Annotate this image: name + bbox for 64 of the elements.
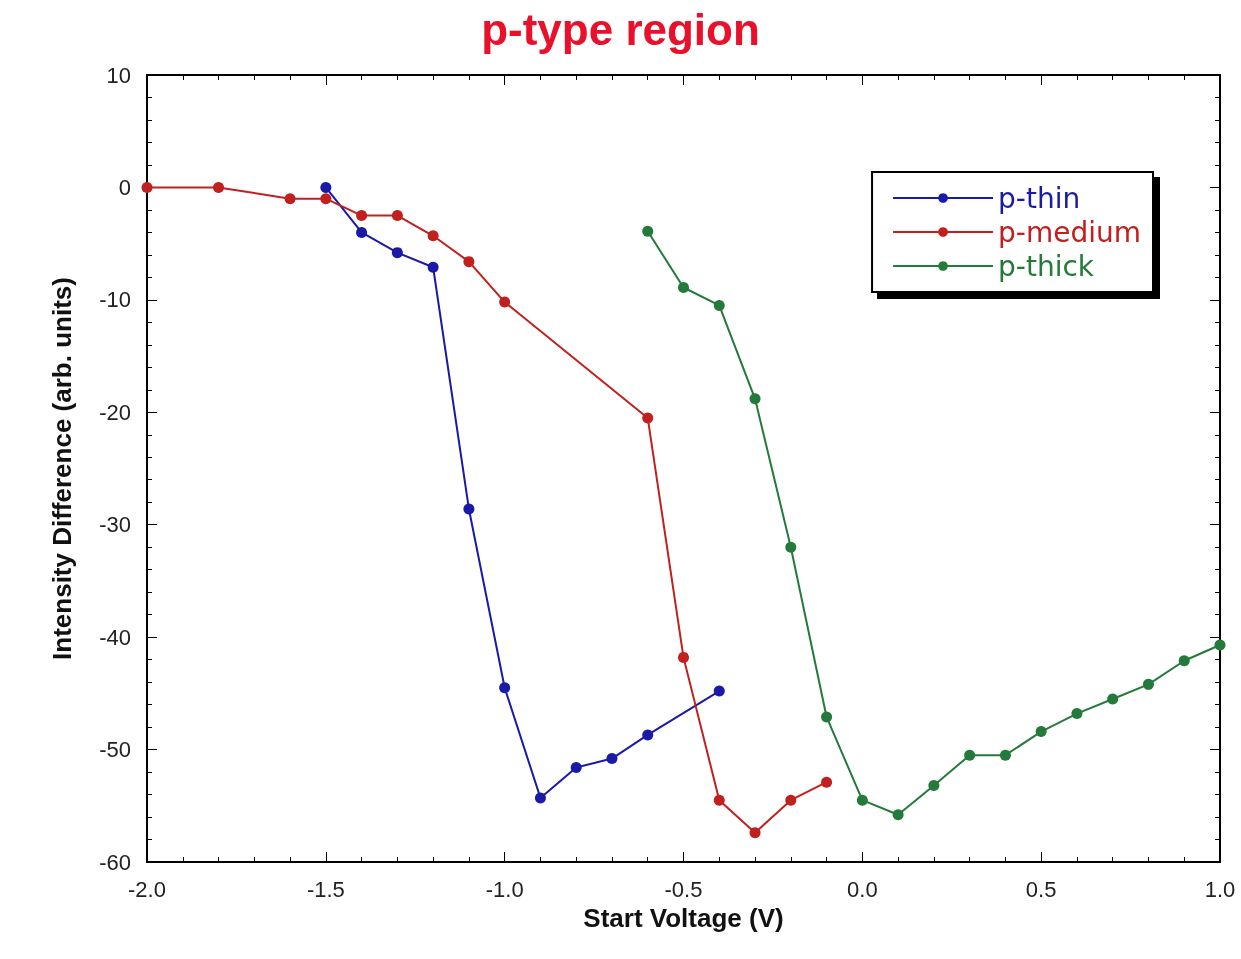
point [821, 711, 833, 723]
point [320, 193, 332, 205]
point [284, 193, 296, 205]
point [642, 412, 654, 424]
x-tick-label: -1.5 [306, 876, 345, 902]
point [749, 827, 761, 839]
y-tick-label: 10 [106, 62, 131, 88]
point [749, 393, 761, 405]
point [570, 762, 582, 774]
point [821, 776, 833, 788]
point [356, 226, 368, 238]
point [856, 794, 868, 806]
point [499, 682, 511, 694]
point [785, 794, 797, 806]
x-tick-label: 1.0 [1204, 876, 1236, 902]
point [999, 749, 1011, 761]
point [213, 181, 225, 193]
x-tick-label: -1.0 [485, 876, 524, 902]
x-tick-label: -2.0 [128, 876, 166, 902]
x-tick-label: 0.5 [1025, 876, 1057, 902]
point [713, 685, 725, 697]
point [1107, 693, 1119, 705]
point [642, 225, 654, 237]
legend-label: p-thin [998, 181, 1081, 215]
point [928, 780, 940, 792]
y-tick-label: -60 [99, 849, 131, 875]
x-tick-label: -0.5 [664, 876, 703, 902]
point [427, 261, 439, 273]
point [785, 541, 797, 553]
point [427, 230, 439, 242]
point [463, 503, 475, 515]
y-tick-label: -30 [99, 512, 131, 538]
point [678, 281, 689, 293]
y-tick-label: -10 [99, 287, 131, 313]
legend-label: p-thick [998, 249, 1095, 283]
point [1142, 678, 1154, 690]
y-tick-label: -40 [99, 624, 131, 650]
x-axis-title: Start Voltage (V) [583, 902, 784, 933]
legend-label: p-medium [998, 215, 1141, 249]
point [320, 181, 332, 193]
point [534, 792, 546, 804]
x-tick-label: 0.0 [847, 876, 878, 902]
y-axis-title: Intensity Difference (arb. units) [47, 277, 77, 660]
point [499, 296, 511, 308]
point [678, 651, 689, 663]
point [141, 181, 153, 193]
point [391, 210, 403, 222]
point [1071, 708, 1083, 720]
point [892, 809, 904, 821]
point [391, 247, 403, 259]
point [1214, 639, 1226, 651]
point [713, 794, 725, 806]
point [964, 749, 976, 761]
y-tick-label: -20 [99, 399, 131, 425]
point [463, 256, 475, 268]
point [642, 729, 654, 741]
point [1178, 655, 1190, 667]
y-tick-label: 0 [118, 174, 131, 200]
point [356, 210, 368, 222]
point [1035, 726, 1047, 738]
chart-title: p-type region [481, 4, 760, 54]
point [713, 299, 725, 311]
point [606, 753, 618, 765]
y-tick-label: -50 [99, 737, 131, 763]
